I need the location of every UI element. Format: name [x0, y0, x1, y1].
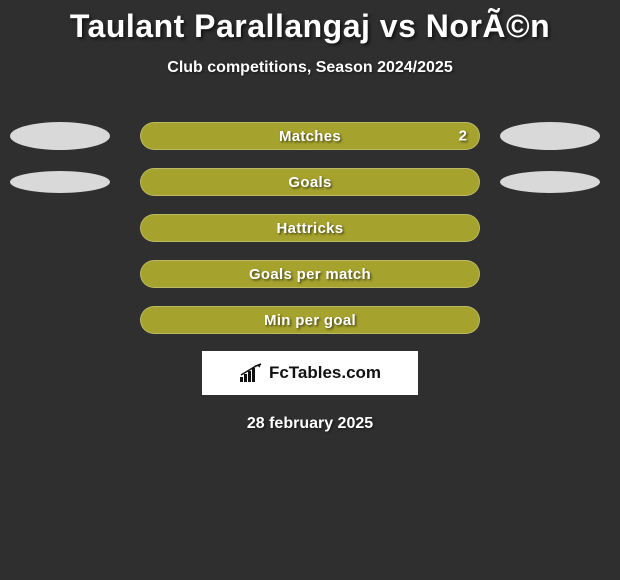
stat-label: Hattricks — [277, 220, 344, 237]
source-logo-text: FcTables.com — [269, 363, 381, 383]
comparison-card: Taulant Parallangaj vs NorÃ©n Club compe… — [0, 0, 620, 580]
comparison-row: Goals — [0, 167, 620, 197]
stat-bar: Goals per match — [140, 260, 480, 288]
left-ellipse — [10, 171, 110, 193]
stat-bar: Matches 2 — [140, 122, 480, 150]
right-ellipse — [500, 122, 600, 150]
left-ellipse — [10, 122, 110, 150]
stat-value-right: 2 — [459, 128, 467, 145]
page-subtitle: Club competitions, Season 2024/2025 — [0, 59, 620, 77]
comparison-row: Goals per match — [0, 259, 620, 289]
right-ellipse — [500, 171, 600, 193]
comparison-row: Hattricks — [0, 213, 620, 243]
stat-label: Matches — [279, 128, 341, 145]
stat-bar: Min per goal — [140, 306, 480, 334]
page-title: Taulant Parallangaj vs NorÃ©n — [0, 8, 620, 45]
date-stamp: 28 february 2025 — [0, 415, 620, 433]
comparison-row: Min per goal — [0, 305, 620, 335]
stat-bar: Hattricks — [140, 214, 480, 242]
stat-bar: Goals — [140, 168, 480, 196]
stat-label: Min per goal — [264, 312, 356, 329]
comparison-rows: Matches 2 Goals Hattricks Goals per match Min… — [0, 121, 620, 335]
fctables-logo-icon — [239, 363, 263, 383]
source-logo-block: FcTables.com — [202, 351, 418, 395]
comparison-row: Matches 2 — [0, 121, 620, 151]
stat-label: Goals — [288, 174, 331, 191]
stat-label: Goals per match — [249, 266, 371, 283]
